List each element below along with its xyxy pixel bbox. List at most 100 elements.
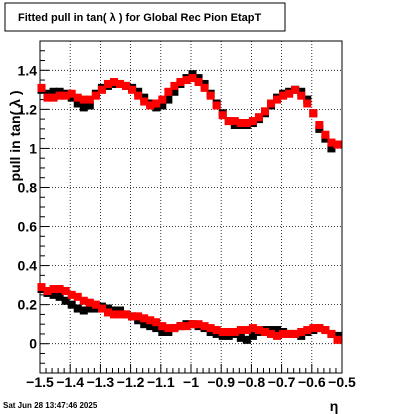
data-point [97,304,106,313]
data-point [315,120,324,129]
data-point [85,95,94,104]
data-point [122,310,131,319]
data-point [279,329,288,338]
data-point [291,329,300,338]
data-point [128,85,137,94]
data-point [146,316,155,325]
data-point [152,318,161,327]
data-point [140,320,149,329]
data-point [91,91,100,100]
data-point [152,99,161,108]
x-tick-label: −0.9 [207,374,235,390]
data-point [73,304,82,313]
data-point [85,304,94,313]
x-tick-label: −0.5 [328,374,356,390]
data-point [194,320,203,329]
data-point [236,326,245,335]
data-point [158,322,167,331]
data-point [109,78,118,87]
data-point [285,89,294,98]
data-point [327,144,336,153]
data-point [297,91,306,100]
data-point [49,285,58,294]
data-point [188,74,197,83]
data-point [327,138,336,147]
x-tick-labels: −1.5 −1.4 −1.3 −1.2 −1.1 −1 −0.9 −0.8 −0.7 −0.6 −0… [26,374,356,390]
data-point [242,326,251,335]
y-tick-label: 0 [29,336,37,352]
data-point [309,109,318,118]
data-point [224,117,233,126]
x-tick-label: −1.1 [147,374,175,390]
data-point [61,296,70,305]
data-point [91,300,100,309]
data-point [116,310,125,319]
data-point [303,99,312,108]
data-point [218,327,227,336]
data-point [79,296,88,305]
data-point [146,101,155,110]
timestamp: Sat Jun 28 13:47:46 2025 [3,401,98,410]
x-tick-label: −1 [183,374,199,390]
data-point [315,324,324,333]
data-point [333,335,342,344]
data-point [279,91,288,100]
data-point [164,87,173,96]
data-point [140,314,149,323]
y-axis-label: pull in tan( λ ) [7,91,23,182]
y-tick-labels: 0 0.2 0.4 0.6 0.8 1 1.2 1.4 [18,62,38,351]
data-point [182,322,191,331]
y-tick-label: 1.4 [18,62,38,78]
data-point [267,329,276,338]
data-point [49,93,58,102]
data-point [206,324,215,333]
x-axis-label: η [330,398,339,414]
data-point [79,95,88,104]
y-tick-label: 0.6 [18,219,38,235]
data-point [254,113,263,122]
data-point [309,324,318,333]
data-point [200,322,209,331]
data-point [194,78,203,87]
y-tick-label: 0.8 [18,179,38,195]
data-point [224,327,233,336]
x-tick-label: −1.3 [87,374,115,390]
data-point [37,83,46,92]
data-point [55,285,64,294]
data-point [128,312,137,321]
data-point [103,308,112,317]
data-point [79,103,88,112]
data-point [236,119,245,128]
y-tick-label: 0.4 [18,258,38,274]
y-tick-label: 1 [29,140,37,156]
data-point [321,326,330,335]
x-tick-label: −0.8 [238,374,266,390]
data-point [152,324,161,333]
title-box [4,2,286,32]
data-point [37,283,46,292]
data-point [73,292,82,301]
x-tick-label: −1.2 [117,374,145,390]
data-point [176,78,185,87]
data-point [218,111,227,120]
data-point [109,310,118,319]
data-point [67,300,76,309]
data-point [164,324,173,333]
data-point [230,117,239,126]
data-point [85,101,94,110]
data-point [206,91,215,100]
data-point [267,99,276,108]
x-tick-label: −1.4 [56,374,84,390]
data-point [327,329,336,338]
data-point [260,327,269,336]
data-point [55,91,64,100]
data-point [176,322,185,331]
data-point [260,107,269,116]
x-tick-label: −0.7 [268,374,296,390]
data-point [242,335,251,344]
data-point [55,292,64,301]
data-point [170,324,179,333]
data-point [170,87,179,96]
